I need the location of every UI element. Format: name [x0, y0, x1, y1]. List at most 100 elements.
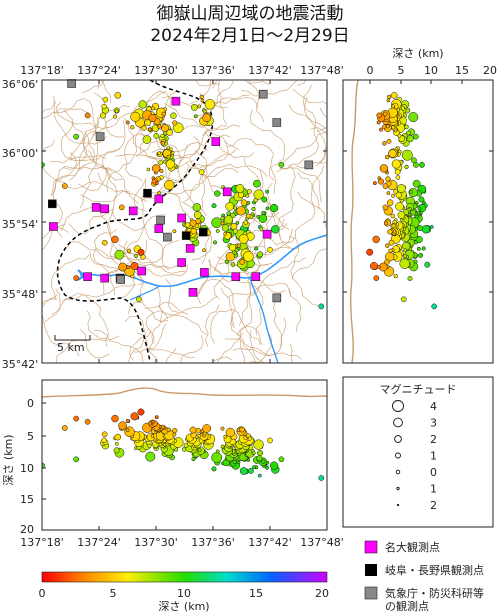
topo-contour-line — [68, 208, 113, 235]
epicenter-dot — [161, 124, 169, 133]
topo-contour-line — [208, 259, 286, 294]
rivers — [77, 234, 327, 363]
topo-contour-line — [251, 257, 306, 297]
lon-tick-label: 137°42' — [248, 536, 292, 549]
topo-contour-line — [165, 278, 179, 313]
topo-contour-line — [105, 167, 119, 265]
topo-contour-line — [129, 330, 152, 361]
topo-contour-line — [42, 351, 43, 353]
hypocenter-dot — [114, 433, 122, 441]
jma-station-label-line2: の観測点 — [385, 599, 429, 613]
hypocenter-dot — [253, 439, 264, 450]
epicenter-dot — [113, 114, 118, 119]
topo-contour-line — [52, 125, 97, 196]
depth-tick-label: 0 — [367, 64, 374, 77]
hypocenter-dot — [372, 235, 380, 244]
topo-contour-line — [239, 268, 253, 363]
hypocenter-dot — [197, 448, 202, 453]
topo-contour-line — [249, 329, 267, 363]
topo-contour-line — [148, 305, 163, 349]
topo-contour-line — [112, 239, 180, 264]
hypocenter-dot — [391, 125, 396, 130]
topo-contour-line — [115, 153, 164, 160]
hypocenter-dot — [113, 447, 120, 454]
topo-contour-line — [62, 137, 88, 170]
nagoya-station-marker — [177, 213, 186, 223]
hypocenter-dot — [382, 183, 389, 189]
hypocenter-dot — [403, 254, 408, 258]
topo-contour-line — [218, 80, 227, 125]
topo-contour-line — [310, 127, 327, 134]
hypocenter-dot — [223, 434, 228, 439]
hypocenter-dot — [366, 248, 374, 256]
hypocenter-dot — [391, 193, 395, 198]
magnitude-legend-label: 0 — [430, 466, 437, 479]
topo-contour-line — [96, 214, 166, 257]
gifu-station-marker — [199, 227, 208, 237]
topo-contour-line — [143, 119, 202, 131]
hypocenter-dot — [372, 181, 377, 186]
lon-section-topo-profile — [42, 387, 327, 398]
depth-tick-label: 0 — [27, 397, 34, 410]
topo-contour-line — [106, 124, 141, 193]
hypocenter-dot — [252, 465, 256, 470]
hypocenter-dot — [373, 275, 380, 281]
topo-contour-line — [54, 108, 93, 118]
lon-tick-label: 137°48' — [300, 536, 344, 549]
topo-contour-line — [232, 317, 287, 356]
hypocenter-dot — [148, 421, 153, 426]
hypocenter-dot — [215, 449, 220, 454]
hypocenter-dot — [404, 164, 409, 170]
epicenter-dot — [142, 135, 152, 144]
epicenter-dot — [160, 141, 166, 146]
hypocenter-dot — [154, 415, 159, 420]
jma-station-marker — [272, 118, 282, 127]
lon-tick-label: 137°18' — [20, 64, 64, 77]
depth-tick-label: 20 — [483, 64, 497, 77]
topo-contour-line — [186, 140, 229, 169]
topo-contour-line — [81, 80, 105, 94]
topo-contour-line — [141, 178, 170, 270]
gifu-nagano-station-label: 岐阜・長野県観測点 — [385, 563, 484, 577]
station-legend: 名大観測点 岐阜・長野県観測点 気象庁・防災科研等 の観測点 — [364, 540, 484, 613]
hypocenter-dot — [386, 94, 392, 100]
epicenter-dot — [114, 249, 125, 260]
hypocenter-dot — [418, 196, 425, 203]
epicenter-dot — [261, 210, 266, 215]
scale-label: 5 km — [57, 341, 85, 354]
topo-contour-line — [60, 109, 106, 160]
topo-contour-line — [158, 166, 189, 192]
hypocenter-dot — [407, 276, 413, 281]
lon-tick-label: 137°36' — [191, 64, 235, 77]
topo-contour-line — [214, 267, 264, 336]
epicenter-dot — [164, 179, 175, 191]
epicenter-dot — [253, 189, 264, 200]
epicenter-dot — [157, 124, 162, 129]
magnitude-legend-symbol — [395, 469, 401, 475]
depth-tick-label: 10 — [424, 64, 438, 77]
topo-contour-line — [243, 158, 291, 248]
topo-contour-line — [273, 301, 282, 348]
lat-tick-label: 36°06' — [2, 78, 39, 91]
epicenter-dot — [102, 96, 109, 103]
hypocenter-dot — [130, 412, 139, 421]
epicenter-dot — [185, 222, 191, 228]
magnitude-legend: マグニチュード 4 3 2 1 0 1 2 — [342, 376, 494, 528]
epicenter-dot — [256, 214, 261, 219]
topo-contour-line — [99, 209, 122, 276]
epicenter-dot — [114, 92, 122, 99]
jma-station-swatch — [364, 586, 378, 600]
epicenter-dot — [236, 243, 242, 248]
hypocenter-dot — [278, 456, 285, 463]
hypocenter-dot — [391, 159, 401, 169]
epicenter-dot — [195, 218, 201, 224]
epicenter-dot — [138, 100, 147, 109]
topo-contour-line — [211, 356, 233, 363]
hypocenter-dot — [406, 130, 411, 136]
topo-contour-line — [184, 163, 268, 202]
magnitude-legend-symbol — [393, 417, 403, 428]
hypocenter-dot — [172, 428, 178, 434]
topo-contour-line — [161, 295, 218, 323]
map-lon-ticks: 137°18' 137°24' 137°30' 137°36' 137°42' … — [20, 64, 344, 363]
epicenter-dot — [134, 254, 138, 258]
